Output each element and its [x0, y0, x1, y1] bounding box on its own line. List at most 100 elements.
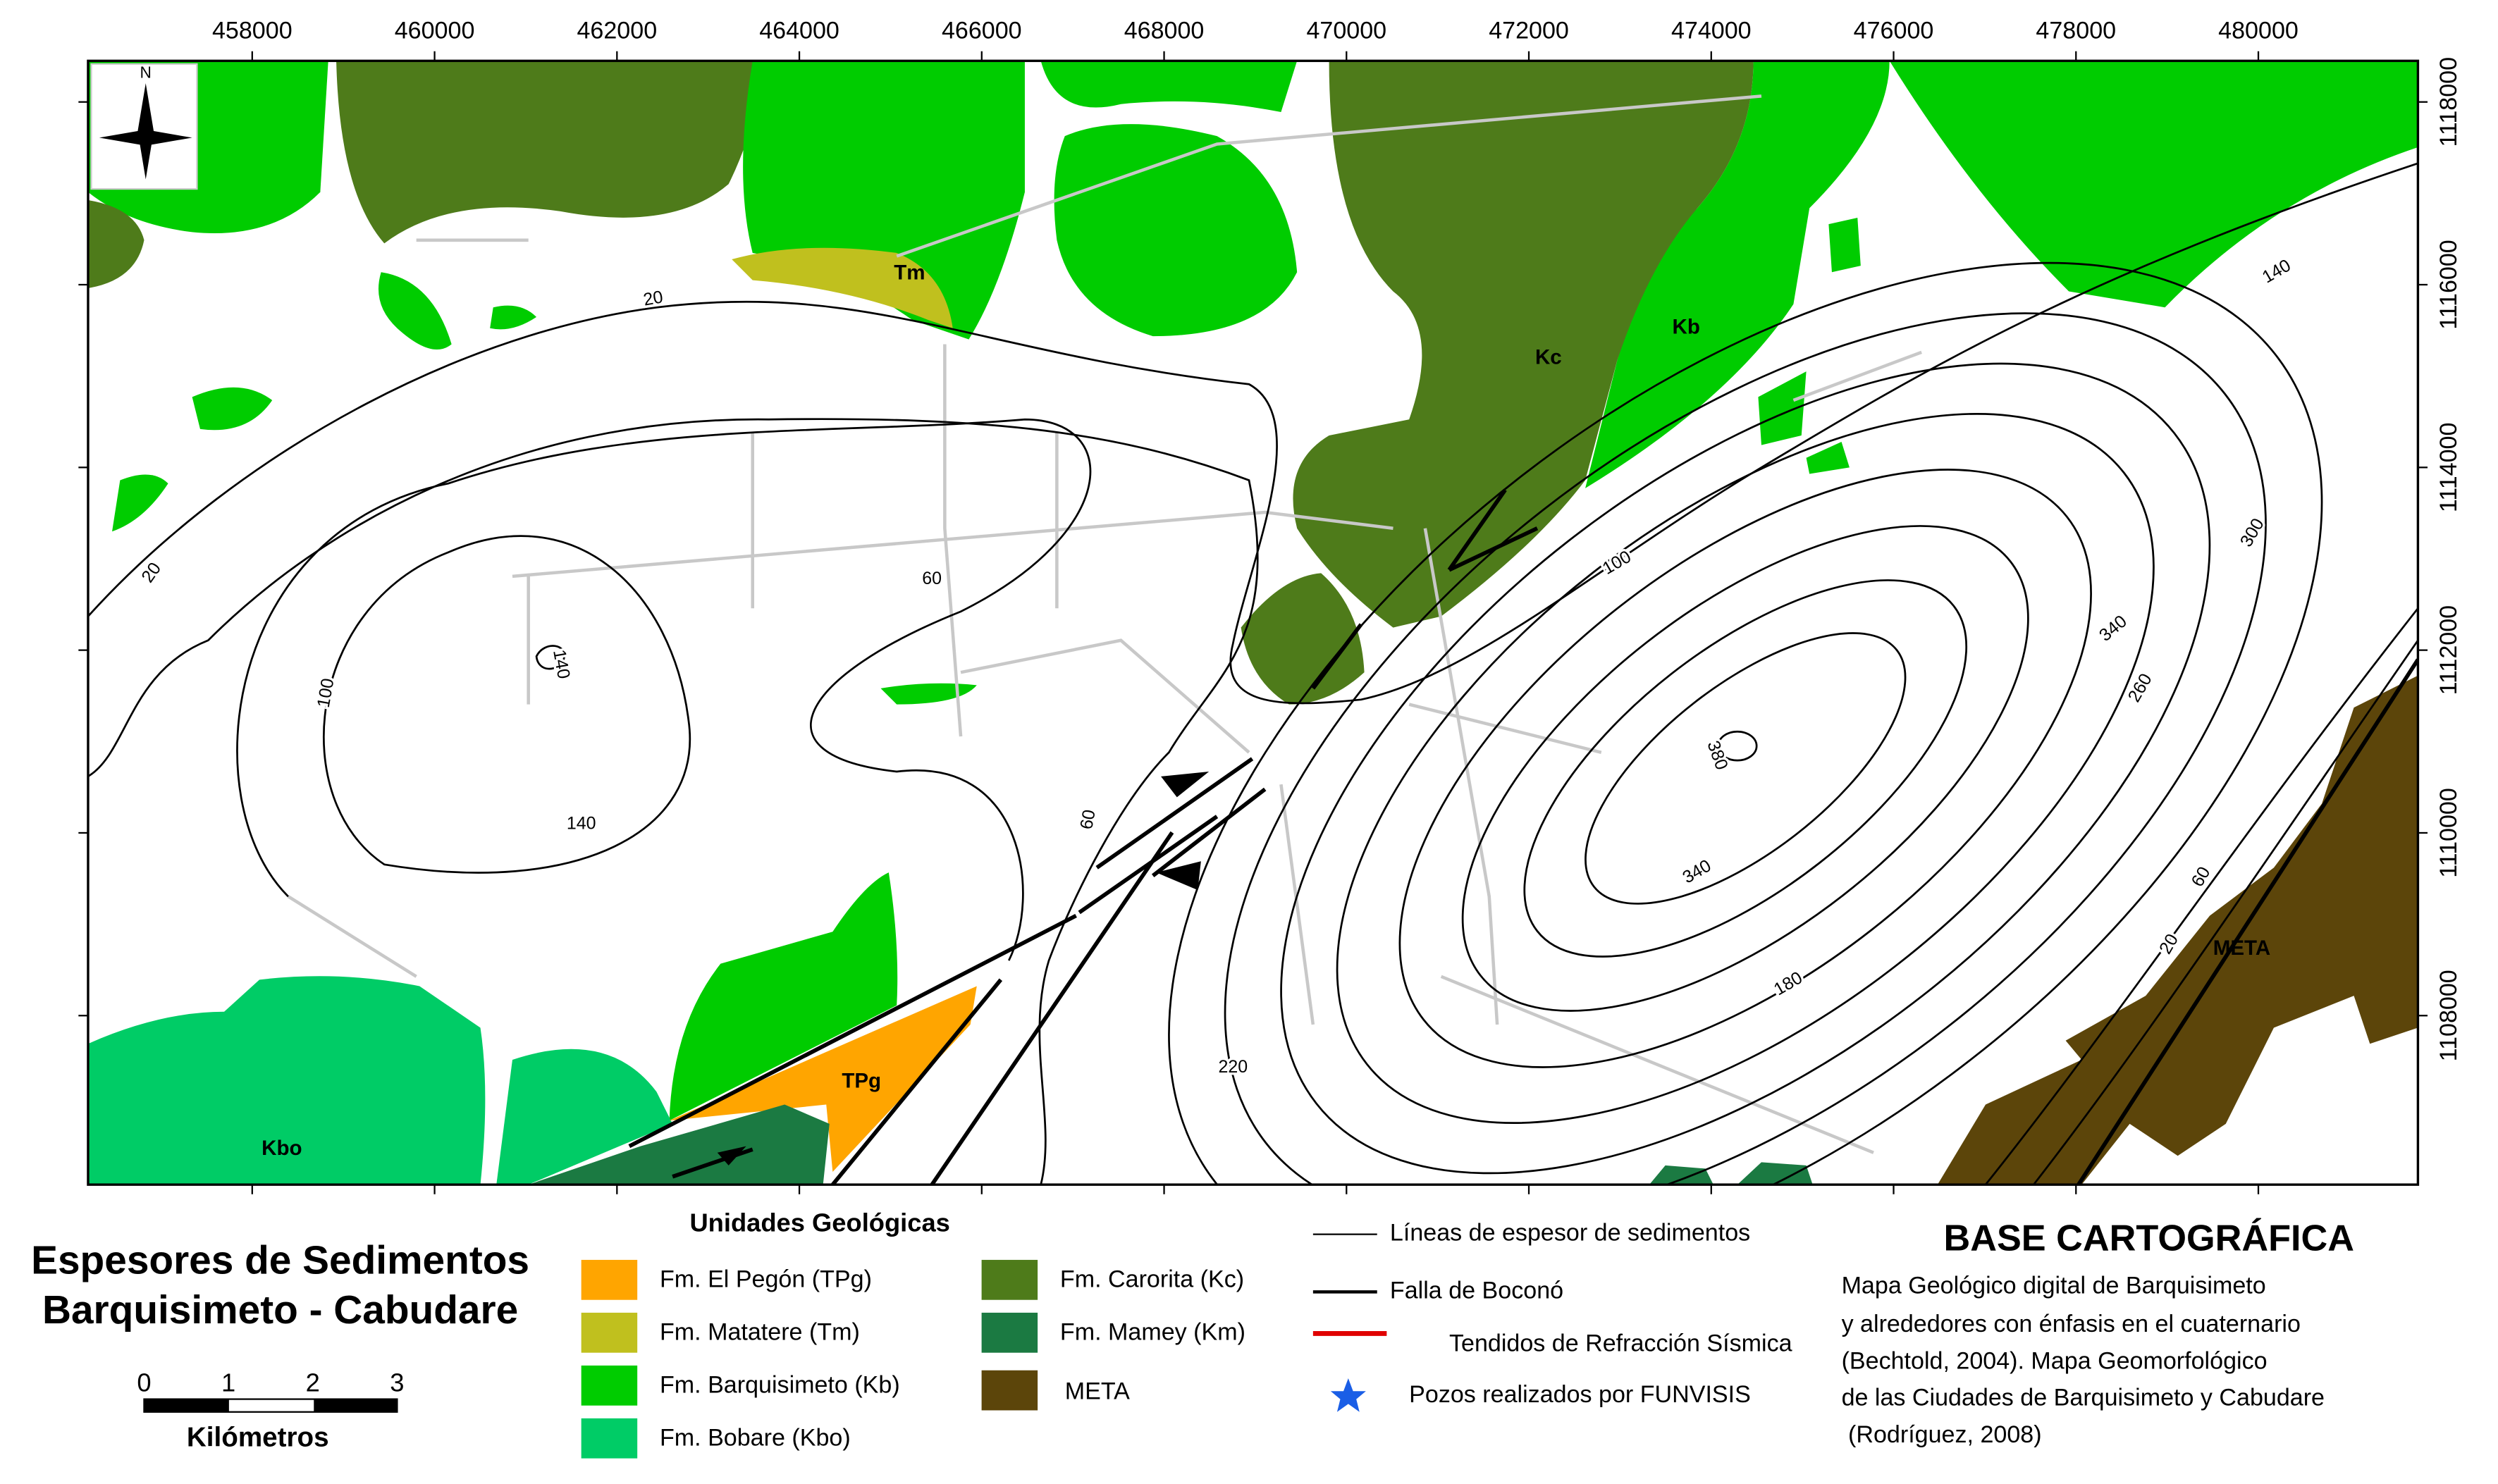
unit-kc — [1241, 573, 1365, 705]
contour-line — [87, 418, 1259, 1185]
contour-line — [1585, 632, 1907, 905]
contour-line — [236, 418, 1092, 961]
base-text: Mapa Geológico digital de Barquisimeto — [1842, 1273, 2266, 1299]
x-tick-label: 476000 — [1854, 17, 1934, 44]
unit-label: Kc — [1535, 346, 1562, 369]
x-tick-label: 472000 — [1489, 17, 1569, 44]
contour-line — [1984, 607, 2418, 1185]
unit-kbo — [496, 1049, 673, 1185]
title: Espesores de Sedimentos — [31, 1238, 529, 1282]
x-tick-label: 478000 — [2036, 17, 2116, 44]
contour-label: 220 — [1218, 1057, 1248, 1077]
unit-tpg — [669, 986, 977, 1172]
map-frame-content: Tm Kc Kb TPg Kbo META 20 20 60 100 140 1… — [87, 61, 2418, 1185]
unit-kb — [743, 61, 1025, 340]
x-tick-label: 474000 — [1671, 17, 1752, 44]
y-tick-label: 1108000 — [2435, 970, 2462, 1061]
legend-label: META — [1065, 1378, 1130, 1404]
legend-swatch — [981, 1259, 1038, 1300]
contour-line — [1398, 469, 2092, 1068]
legend-label: Fm. El Pegón (TPg) — [660, 1266, 872, 1292]
base-text: y alrededores con énfasis en el cuaterna… — [1842, 1311, 2301, 1337]
fault-line — [628, 488, 2418, 1185]
contour-group — [1168, 261, 2323, 1185]
legend-title: Unidades Geológicas — [689, 1208, 949, 1237]
legend-label: Falla de Boconó — [1390, 1277, 1563, 1304]
y-tick-label: 1112000 — [2435, 605, 2462, 695]
legend-well-symbol — [1330, 1378, 1366, 1412]
contour-line — [1461, 525, 2029, 1012]
contour-label: 140 — [567, 814, 596, 834]
unit-kc — [87, 199, 144, 288]
unit-kbo — [87, 976, 486, 1185]
base-text: (Bechtold, 2004). Mapa Geomorfológico — [1842, 1347, 2268, 1374]
contour-line — [87, 162, 2418, 705]
contour-label: 60 — [922, 569, 942, 588]
unit-kc — [1293, 61, 1754, 628]
unit-km — [528, 1104, 1813, 1185]
north-label: N — [140, 63, 152, 82]
contour-label: 20 — [642, 287, 665, 309]
unit-kb — [1758, 217, 1861, 474]
contour-line — [1224, 312, 2267, 1185]
unit-label: Kb — [1673, 316, 1700, 339]
x-tick-label: 464000 — [759, 17, 839, 44]
x-tick-label: 480000 — [2218, 17, 2299, 44]
unit-tm — [732, 247, 953, 328]
scale-bar-segment — [144, 1399, 229, 1412]
legend-swatch — [581, 1312, 638, 1353]
legend-label: Pozos realizados por FUNVISIS — [1409, 1381, 1751, 1408]
unit-kc — [336, 61, 769, 244]
contour-line — [1717, 730, 1758, 762]
legend-label: Fm. Bobare (Kbo) — [660, 1424, 851, 1451]
legend-label: Fm. Mamey (Km) — [1060, 1318, 1245, 1345]
legend-label: Fm. Barquisimeto (Kb) — [660, 1371, 900, 1398]
x-tick-label: 468000 — [1124, 17, 1205, 44]
legend-swatch — [581, 1259, 638, 1300]
legend-swatch — [981, 1312, 1038, 1353]
x-tick-label: 466000 — [942, 17, 1022, 44]
scale-tick-label: 3 — [390, 1368, 404, 1397]
scale-tick-label: 2 — [306, 1368, 320, 1397]
unit-label: Kbo — [262, 1137, 302, 1160]
contour-line — [322, 535, 691, 874]
contour-line — [1168, 261, 2323, 1185]
base-text: de las Ciudades de Barquisimeto y Cabuda… — [1842, 1385, 2325, 1411]
y-tick-label: 1116000 — [2435, 240, 2462, 330]
y-tick-label: 1110000 — [2435, 788, 2462, 878]
unit-label: Tm — [894, 261, 925, 284]
scale-tick-label: 0 — [137, 1368, 151, 1397]
map-border — [87, 59, 2420, 1186]
x-tick-label: 460000 — [395, 17, 475, 44]
unit-kb — [1889, 61, 2418, 308]
unit-kb — [1040, 61, 1298, 113]
scale-bar-segment — [314, 1399, 398, 1412]
legend-label: Fm. Carorita (Kc) — [1060, 1266, 1244, 1292]
legend-label: Líneas de espesor de sedimentos — [1390, 1220, 1750, 1247]
contour-line — [1280, 362, 2211, 1175]
scale-bar: Kilómetros 0 1 2 3 — [137, 1368, 404, 1453]
x-tick-label: 462000 — [577, 17, 657, 44]
axis-ticks: 458000 460000 462000 464000 466000 468000 4700… — [78, 17, 2462, 1194]
scale-unit: Kilómetros — [187, 1423, 329, 1453]
legend-swatch — [581, 1418, 638, 1459]
scale-tick-label: 1 — [221, 1368, 235, 1397]
legend-swatch — [581, 1365, 638, 1406]
legend-swatch — [981, 1370, 1038, 1411]
unit-meta — [1937, 675, 2418, 1185]
y-tick-label: 1118000 — [2435, 57, 2462, 147]
contour-line — [1523, 579, 1968, 958]
unit-kb — [1054, 124, 1298, 337]
unit-label: META — [2213, 936, 2270, 960]
contour-line — [535, 645, 565, 670]
legend-label: Tendidos de Refracción Sísmica — [1449, 1330, 1792, 1356]
base-text: (Rodríguez, 2008) — [1842, 1421, 2042, 1448]
contour-line — [1336, 413, 2155, 1124]
unit-kb — [112, 474, 168, 532]
unit-label: TPg — [842, 1070, 881, 1093]
road — [287, 94, 1922, 1154]
x-tick-label: 470000 — [1306, 17, 1386, 44]
title: Barquisimeto - Cabudare — [42, 1288, 518, 1332]
unit-kb — [669, 872, 898, 1121]
